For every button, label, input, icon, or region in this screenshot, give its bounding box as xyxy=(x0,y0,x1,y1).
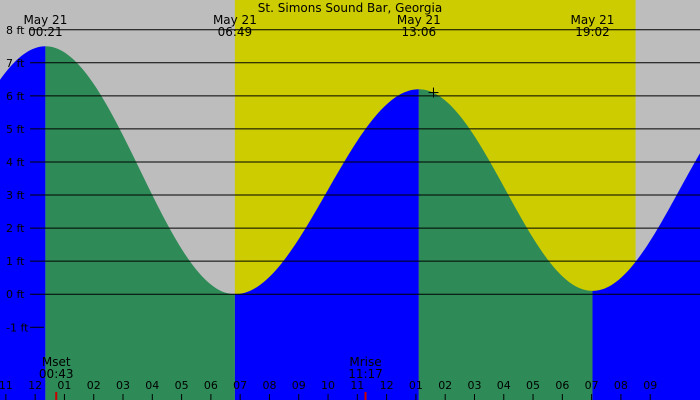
x-tick-label: 08 xyxy=(262,379,276,392)
tide-event-time: 19:02 xyxy=(575,25,610,39)
tide-event-date: May 21 xyxy=(397,13,441,27)
y-tick-label: 4 ft xyxy=(6,156,25,169)
x-tick-label: 03 xyxy=(116,379,130,392)
x-tick-label: 01 xyxy=(409,379,423,392)
y-tick-label: 7 ft xyxy=(6,57,25,70)
falling-tide-area xyxy=(45,46,235,400)
moon-event-time: 00:43 xyxy=(39,367,74,381)
y-axis-labels: 8 ft 7 ft 6 ft 5 ft 4 ft 3 ft 2 ft 1 ft 0 ft -1 f… xyxy=(6,24,29,335)
rising-tide-area xyxy=(592,153,700,400)
x-tick-label: 05 xyxy=(526,379,540,392)
falling-tide-area xyxy=(418,89,593,400)
x-tick-label: 09 xyxy=(292,379,306,392)
x-tick-label: 11 xyxy=(0,379,13,392)
x-tick-label: 12 xyxy=(28,379,42,392)
rising-tide-area xyxy=(0,46,46,400)
y-tick-label: 1 ft xyxy=(6,255,25,268)
y-tick-label: 8 ft xyxy=(6,24,25,37)
x-tick-label: 06 xyxy=(204,379,218,392)
y-tick-label: 5 ft xyxy=(6,123,25,136)
x-tick-label: 04 xyxy=(145,379,159,392)
x-tick-label: 02 xyxy=(438,379,452,392)
tide-event-time: 06:49 xyxy=(218,25,253,39)
tide-event-date: May 21 xyxy=(571,13,615,27)
current-marker-layer xyxy=(428,87,439,98)
moon-event-name: Mrise xyxy=(349,355,381,369)
tide-event-time: 00:21 xyxy=(28,25,63,39)
x-tick-label: 07 xyxy=(233,379,247,392)
x-tick-label: 06 xyxy=(555,379,569,392)
x-axis-labels: 11 12 01 02 03 04 05 06 07 08 09 10 11 12 01 02 03 04 05 06… xyxy=(0,379,657,400)
tide-event-date: May 21 xyxy=(213,13,257,27)
x-tick-label: 08 xyxy=(614,379,628,392)
rising-tide-area xyxy=(234,89,419,400)
x-tick-label: 05 xyxy=(175,379,189,392)
y-tick-label: 6 ft xyxy=(6,90,25,103)
x-tick-label: 10 xyxy=(321,379,335,392)
moon-event-name: Mset xyxy=(42,355,71,369)
gridline-layer xyxy=(30,29,700,328)
y-tick-label: 3 ft xyxy=(6,189,25,202)
y-tick-label: 0 ft xyxy=(6,288,25,301)
x-tick-label: 03 xyxy=(467,379,481,392)
y-tick-label: -1 ft xyxy=(6,321,29,334)
x-tick-label: 02 xyxy=(87,379,101,392)
x-tick-label: 11 xyxy=(350,379,364,392)
tide-event-time: 13:06 xyxy=(402,25,437,39)
x-tick-label: 09 xyxy=(643,379,657,392)
chart-title: St. Simons Sound Bar, Georgia xyxy=(258,1,442,15)
tide-event-date: May 21 xyxy=(23,13,67,27)
x-tick-label: 01 xyxy=(57,379,71,392)
moon-event-time: 11:17 xyxy=(348,367,383,381)
x-tick-label: 07 xyxy=(585,379,599,392)
x-tick-label: 12 xyxy=(380,379,394,392)
tide-area-layer xyxy=(0,46,700,400)
y-tick-label: 2 ft xyxy=(6,222,25,235)
x-tick-label: 04 xyxy=(497,379,511,392)
